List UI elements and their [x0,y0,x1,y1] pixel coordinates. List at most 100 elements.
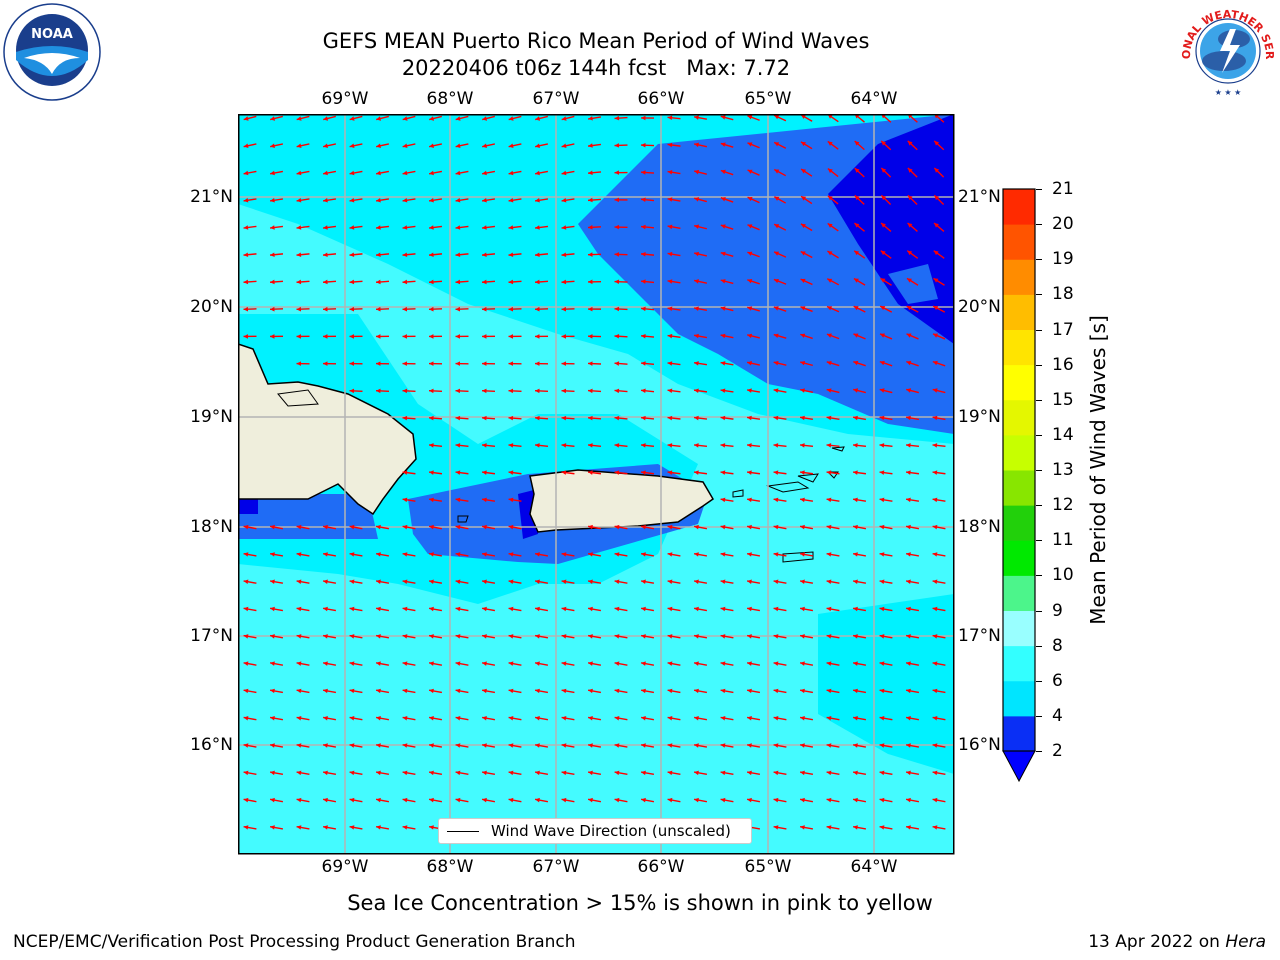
wave-direction-arrowhead [508,143,514,148]
wave-direction-arrowhead [641,688,646,694]
wave-direction-arrowhead [934,140,940,146]
wave-direction-arrowhead [932,825,938,830]
wave-direction-arrowhead [853,497,858,503]
wave-direction-arrowhead [455,334,460,339]
wave-direction-arrowhead [826,661,832,666]
wave-direction-arrowhead [641,797,646,803]
wave-direction-arrowhead [482,524,487,530]
colorbar-segment [1003,364,1035,401]
wave-direction-arrowhead [933,333,939,338]
wave-direction-arrowhead [508,415,514,421]
wave-direction-arrowhead [323,716,328,721]
wave-direction-arrowhead [879,825,885,830]
wave-direction-arrowhead [800,634,805,639]
wave-direction-arrowhead [349,634,355,639]
wave-direction-arrowhead [641,524,646,530]
wave-direction-arrowhead [614,252,620,257]
colorbar-tick-label: 18 [1052,284,1074,305]
wave-direction-arrowhead [243,197,249,203]
wave-direction-arrowhead [667,170,673,175]
wave-direction-arrowhead [800,797,805,803]
wave-direction-arrowhead [508,524,514,530]
wave-direction-arrowhead [508,306,514,312]
wave-direction-arrowhead [667,634,673,639]
wave-direction-arrowhead [482,606,487,612]
virgin-islands [732,471,839,563]
wave-direction-arrowhead [906,552,911,557]
wave-direction-arrowhead [907,195,913,201]
wave-direction-arrowhead [535,279,540,285]
wave-direction-arrowhead [270,197,275,203]
wave-direction-arrowhead [614,634,620,639]
wave-direction-arrowhead [667,115,673,121]
wave-direction-arrowhead [932,524,938,530]
wave-direction-arrowhead [482,361,487,366]
wave-direction-arrowhead [614,415,620,421]
wave-direction-arrowhead [323,279,328,285]
wave-direction-arrowhead [455,797,461,803]
wave-direction-arrowhead [588,143,593,148]
wave-direction-arrowhead [932,661,938,666]
wave-direction-arrowhead [535,443,540,448]
wave-direction-arrowhead [747,333,753,339]
wave-direction-arrowhead [614,334,620,339]
wave-direction-arrowhead [800,470,805,475]
wave-direction-arrowhead [906,770,911,776]
wave-direction-arrowhead [800,114,806,119]
wave-direction-arrowhead [402,306,408,312]
wave-direction-arrowhead [402,716,408,721]
wave-direction-arrowhead [773,278,779,284]
wave-direction-arrowhead [561,225,567,230]
wave-direction-arrowhead [881,140,887,146]
wave-direction-arrowhead [720,579,726,584]
wave-direction-arrowhead [376,388,381,394]
wave-direction-arrowhead [667,361,673,366]
wave-direction-arrowhead [402,770,408,776]
wave-direction-arrowhead [853,552,858,557]
wave-direction-arrowhead [588,443,593,448]
wave-direction-arrowhead [561,170,567,176]
wind-wave-direction-arrows [243,114,946,830]
wave-direction-arrowhead [720,169,726,175]
wave-direction-arrowhead [720,361,726,366]
wave-direction-arrowhead [694,606,699,612]
wave-direction-arrowhead [429,770,434,776]
wave-direction-arrowhead [800,415,805,421]
wave-direction-arrowhead [296,361,301,366]
wave-direction-arrowhead [402,497,408,503]
wave-direction-arrowhead [614,443,620,448]
wave-direction-arrowhead [270,116,276,121]
wave-direction-arrowhead [853,743,858,748]
colorbar-tick-mark [1036,189,1042,190]
wave-direction-arrowhead [535,361,540,366]
lat-label-left: 20°N [190,297,233,317]
wave-direction-arrowhead [854,223,860,228]
wave-direction-arrowhead [667,552,673,557]
wave-direction-arrowhead [561,606,567,612]
wave-direction-arrowhead [296,334,301,339]
wave-direction-arrowhead [641,224,646,230]
wave-direction-arrowhead [614,524,620,530]
wave-direction-arrowhead [720,224,726,229]
wave-direction-arrowhead [508,279,514,285]
wave-direction-arrowhead [561,661,567,666]
wave-direction-arrowhead [774,224,780,229]
wave-direction-arrowhead [508,334,513,339]
wave-direction-arrowhead [641,579,646,584]
wave-direction-arrowhead [667,716,673,721]
wave-direction-arrowhead [906,825,911,830]
mona-island [457,515,469,523]
colorbar-tick-mark [1036,329,1042,331]
wave-direction-arrowhead [773,716,779,721]
wave-direction-arrowhead [773,579,779,584]
wave-direction-arrowhead [376,170,381,176]
wave-direction-arrowhead [535,334,540,339]
colorbar-tick-label: 21 [1052,179,1074,199]
wave-direction-arrowhead [402,116,408,121]
wave-direction-arrowhead [694,169,700,175]
wave-direction-arrowhead [879,743,885,748]
wave-direction-arrowhead [455,552,461,557]
colorbar-tick-label: 10 [1052,565,1074,586]
lat-label-right: 17°N [958,626,1001,646]
wave-direction-arrowhead [402,552,408,557]
